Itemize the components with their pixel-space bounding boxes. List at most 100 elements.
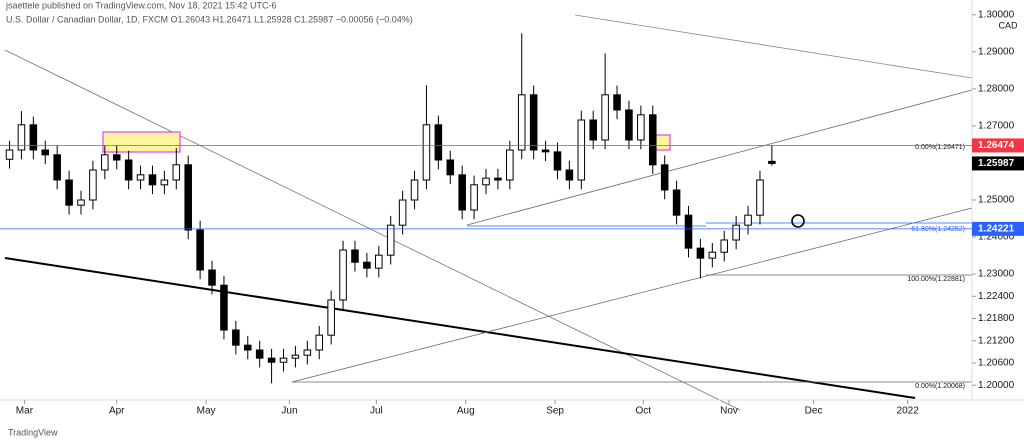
candle-body — [339, 249, 347, 301]
candle-body — [720, 239, 729, 253]
fib-label: 61.80%(1.24252) — [911, 226, 965, 233]
candle-body — [708, 251, 717, 259]
fib-label: 100.00%(1.22881) — [907, 276, 965, 283]
candle-body — [696, 247, 705, 259]
marker-circle — [791, 214, 805, 228]
candle-body — [303, 349, 312, 356]
candle-body — [184, 164, 192, 231]
candle-body — [553, 151, 562, 171]
y-tick-label: 1.29000 — [978, 46, 1015, 57]
y-tick-label: 1.24000 — [978, 232, 1015, 243]
x-tick-label: May — [197, 406, 216, 417]
trend-line — [4, 49, 741, 411]
channel-line — [291, 207, 973, 383]
y-tick-label: 1.30000 — [978, 9, 1015, 20]
candle-body — [672, 189, 681, 216]
y-tick-label: 1.28000 — [978, 84, 1015, 95]
candle-body — [136, 174, 145, 181]
y-tick-label: 1.20000 — [978, 380, 1015, 391]
y-tick-label: 1.23000 — [978, 269, 1015, 280]
candle-body — [208, 269, 216, 286]
x-tick-label: Nov — [720, 406, 738, 417]
candle-body — [398, 199, 407, 226]
price-label: 1.26474 — [978, 140, 1015, 151]
candle-body — [41, 149, 50, 156]
x-tick-label: 2022 — [897, 406, 920, 417]
candle-body — [351, 249, 359, 263]
candle-body — [660, 164, 669, 191]
candle-body — [446, 159, 455, 176]
candle-body — [517, 94, 526, 151]
x-tick-label: Aug — [457, 406, 475, 417]
candle-body — [684, 214, 693, 249]
candle-body — [232, 329, 240, 346]
candle-body — [243, 344, 252, 351]
candle-body — [565, 169, 574, 181]
candle-body — [541, 149, 550, 153]
candle-body — [375, 254, 383, 269]
candle-body — [255, 349, 264, 359]
candle-body — [732, 224, 740, 241]
candle-body — [53, 154, 61, 181]
x-tick-label: Jun — [281, 406, 297, 417]
candle-body — [5, 149, 14, 160]
candle-body — [101, 154, 109, 171]
trend-line — [574, 14, 973, 79]
candle-body — [124, 159, 133, 181]
y-tick-label: 1.21200 — [978, 335, 1015, 346]
x-tick-label: Sep — [546, 406, 564, 417]
candle-body — [577, 119, 586, 181]
candle-body — [279, 357, 288, 363]
x-tick-label: Dec — [805, 406, 823, 417]
x-tick-label: Apr — [109, 406, 125, 417]
candle-body — [77, 199, 85, 206]
symbol-info: U.S. Dollar / Canadian Dollar, 1D, FXCM … — [6, 14, 413, 24]
candle-body — [529, 94, 538, 151]
candle-body — [648, 114, 657, 166]
candle-body — [386, 224, 395, 256]
candle-body — [363, 261, 371, 269]
candle-body — [410, 179, 419, 201]
candle-body — [196, 229, 204, 271]
fib-label: 0.00%(1.20068) — [915, 383, 965, 390]
candle-body — [601, 94, 609, 141]
x-tick-label: Mar — [16, 406, 34, 417]
candle-body — [422, 124, 431, 181]
candle-body — [172, 164, 181, 181]
candle-body — [89, 169, 97, 201]
price-label-box — [972, 138, 1024, 153]
candle-body — [756, 179, 764, 216]
candle-body — [29, 124, 38, 151]
candle-body — [327, 299, 335, 336]
candle-body — [482, 177, 490, 186]
candle-body — [637, 114, 645, 141]
candle-body — [148, 174, 157, 186]
y-tick-label: 1.25000 — [978, 195, 1015, 206]
x-tick-label: Jul — [370, 406, 383, 417]
brand: TradingView — [8, 427, 58, 437]
candle-body — [589, 119, 597, 141]
drawings — [4, 14, 973, 411]
fib-label: 0.00%(1.26471) — [915, 144, 965, 151]
y-tick-label: 1.20600 — [978, 358, 1015, 369]
candle-body — [744, 214, 752, 226]
candle-body — [434, 124, 443, 161]
channel-line — [466, 89, 973, 226]
candle-body — [220, 284, 228, 331]
currency-label: CAD — [998, 20, 1018, 30]
candle-body — [613, 94, 621, 111]
candle-body — [112, 154, 121, 161]
y-tick-label: 1.27000 — [978, 121, 1015, 132]
candle-body — [768, 160, 776, 164]
candle-body — [625, 109, 633, 141]
trend-line — [4, 257, 916, 399]
candle-body — [494, 177, 502, 181]
y-tick-label: 1.22400 — [978, 291, 1015, 302]
candle-body — [458, 174, 466, 211]
candle-body — [291, 354, 300, 359]
candle-body — [65, 179, 73, 206]
candle-body — [17, 124, 26, 151]
published-note: jsaettele published on TradingView.com, … — [5, 0, 277, 10]
